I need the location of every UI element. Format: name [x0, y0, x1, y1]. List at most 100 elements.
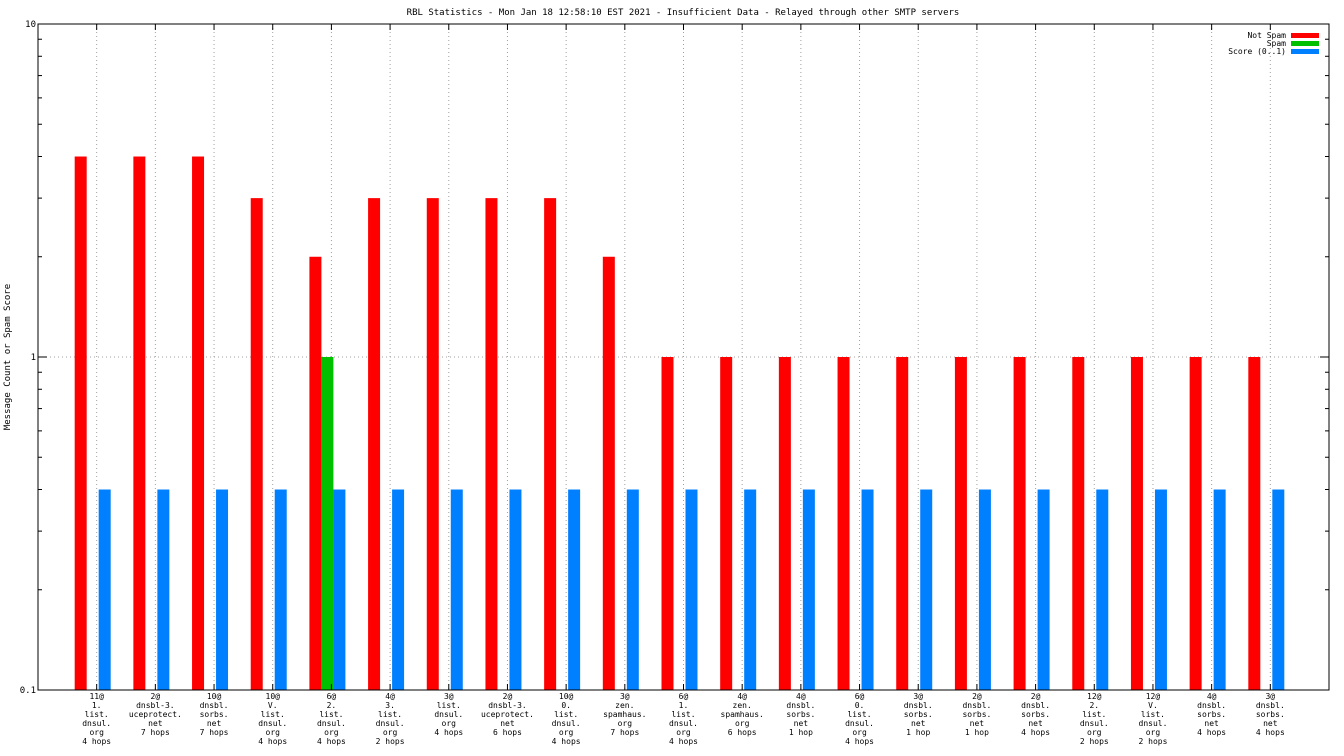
- grid-lines: [38, 24, 1329, 690]
- x-tick-label-line: 2 hops: [1080, 737, 1109, 746]
- x-tick-label-line: sorbs.: [200, 710, 229, 719]
- x-tick-label: 4@ dnsbl. sorbs. net 4 hops: [1197, 692, 1226, 737]
- x-tick-label-line: org: [89, 728, 104, 737]
- x-tick-label-line: org: [735, 719, 750, 728]
- x-tick-label-line: list.: [1082, 710, 1106, 719]
- x-tick-label-line: 10@: [207, 692, 222, 701]
- x-tick-label-line: dnsul.: [434, 710, 463, 719]
- x-tick-label-line: 12@: [1087, 692, 1102, 701]
- bar-not-spam: [1189, 357, 1202, 690]
- bar-not-spam: [661, 357, 674, 690]
- bar-score-0-1: [978, 489, 991, 690]
- x-tick-label-line: 7 hops: [141, 728, 170, 737]
- x-tick-label-line: dnsbl-3.: [488, 701, 527, 710]
- x-tick-label-line: 2@: [972, 692, 982, 701]
- x-tick-label-line: org: [676, 728, 691, 737]
- bar-score-0-1: [392, 489, 405, 690]
- x-tick-label-line: list.: [378, 710, 402, 719]
- x-tick-label-line: spamhaus.: [721, 710, 764, 719]
- x-tick-label-line: org: [618, 719, 633, 728]
- bar-score-0-1: [509, 489, 522, 690]
- x-tick-label-line: 3.: [385, 701, 395, 710]
- x-tick-label-line: 3@: [620, 692, 630, 701]
- x-tick-label-line: 10@: [266, 692, 281, 701]
- x-tick-label-line: 12@: [1146, 692, 1161, 701]
- bar-score-0-1: [744, 489, 757, 690]
- x-tick-label-line: V.: [1148, 701, 1158, 710]
- x-tick-label-line: uceprotect.: [481, 710, 534, 719]
- bar-score-0-1: [1037, 489, 1050, 690]
- x-tick-label-line: dnsul.: [669, 719, 698, 728]
- y-tick-label: 1: [31, 353, 36, 363]
- x-tick-label-line: 4 hops: [669, 737, 698, 746]
- x-tick-label-line: org: [559, 728, 574, 737]
- bar-not-spam: [1072, 357, 1085, 690]
- x-tick-label-line: net: [911, 719, 926, 728]
- bar-not-spam: [1013, 357, 1026, 690]
- x-tick-label-line: org: [266, 728, 281, 737]
- y-tick-label: 0.1: [20, 686, 36, 696]
- x-tick-label-line: net: [794, 719, 809, 728]
- bar-score-0-1: [568, 489, 581, 690]
- x-tick-label-line: uceprotect.: [129, 710, 182, 719]
- bar-not-spam: [368, 198, 381, 690]
- axis-ticks: 0.1 1 10: [20, 20, 1329, 696]
- x-tick-label-line: zen.: [615, 701, 634, 710]
- x-tick-label-line: list.: [437, 701, 461, 710]
- x-tick-label-line: dnsul.: [1139, 719, 1168, 728]
- x-tick-label-line: dnsbl.: [962, 701, 991, 710]
- y-axis-label: Message Count or Spam Score: [3, 284, 13, 430]
- x-tick-label: 3@ dnsbl. sorbs. net 1 hop: [904, 692, 933, 737]
- chart-title: RBL Statistics - Mon Jan 18 12:58:10 EST…: [407, 8, 960, 18]
- legend-label: Spam: [1267, 39, 1286, 48]
- bar-not-spam: [602, 256, 615, 690]
- x-tick-label-line: dnsul.: [376, 719, 405, 728]
- x-tick-label: 3@ dnsbl. sorbs. net 4 hops: [1256, 692, 1285, 737]
- x-tick-label-line: list.: [261, 710, 285, 719]
- x-tick-label-line: 3@: [1265, 692, 1275, 701]
- bar-score-0-1: [861, 489, 874, 690]
- bar-not-spam: [133, 156, 146, 690]
- bar-not-spam: [954, 357, 967, 690]
- x-tick-label-line: 0.: [561, 701, 571, 710]
- x-tick-label-line: 4@: [1207, 692, 1217, 701]
- x-tick-label-line: 4 hops: [1256, 728, 1285, 737]
- x-tick-label-line: sorbs.: [1197, 710, 1226, 719]
- bar-not-spam: [309, 256, 322, 690]
- x-tick-label: 6@ 2. list. dnsul. org 4 hops: [317, 692, 346, 746]
- x-tick-label-line: org: [1146, 728, 1161, 737]
- x-tick-label: 2@ dnsbl. sorbs. net 4 hops: [1021, 692, 1050, 737]
- x-tick-label: 3@ list. dnsul. org 4 hops: [434, 692, 463, 737]
- bar-score-0-1: [98, 489, 111, 690]
- x-tick-label-line: net: [1204, 719, 1219, 728]
- bar-score-0-1: [1213, 489, 1226, 690]
- bar-not-spam: [720, 357, 733, 690]
- x-tick-label-line: 1 hop: [906, 728, 930, 737]
- x-tick-label-line: 2@: [503, 692, 513, 701]
- x-tick-label: 11@ 1. list. dnsul. org 4 hops: [82, 692, 111, 746]
- x-tick-label-line: dnsbl.: [786, 701, 815, 710]
- x-tick-label-line: 6@: [679, 692, 689, 701]
- bar-score-0-1: [1154, 489, 1167, 690]
- x-tick-label-line: net: [207, 719, 222, 728]
- x-tick-label-line: zen.: [733, 701, 752, 710]
- x-tick-label-line: 2.: [1089, 701, 1099, 710]
- x-tick-label-line: 11@: [89, 692, 104, 701]
- x-tick-label: 4@ 3. list. dnsul. org 2 hops: [376, 692, 405, 746]
- bar-score-0-1: [626, 489, 639, 690]
- x-tick-label-line: org: [1087, 728, 1102, 737]
- x-tick-label: 10@ 0. list. dnsul. org 4 hops: [552, 692, 581, 746]
- x-tick-label-line: list.: [847, 710, 871, 719]
- bar-score-0-1: [802, 489, 815, 690]
- x-tick-label-line: dnsul.: [82, 719, 111, 728]
- x-tick-label-line: 3@: [913, 692, 923, 701]
- x-tick-label-line: 4 hops: [845, 737, 874, 746]
- x-tick-label-line: V.: [268, 701, 278, 710]
- bar-not-spam: [1130, 357, 1143, 690]
- x-tick-label-line: org: [383, 728, 398, 737]
- x-tick-label-line: dnsbl-3.: [136, 701, 175, 710]
- x-tick-label-line: net: [1263, 719, 1278, 728]
- bar-not-spam: [74, 156, 87, 690]
- bar-score-0-1: [1272, 489, 1285, 690]
